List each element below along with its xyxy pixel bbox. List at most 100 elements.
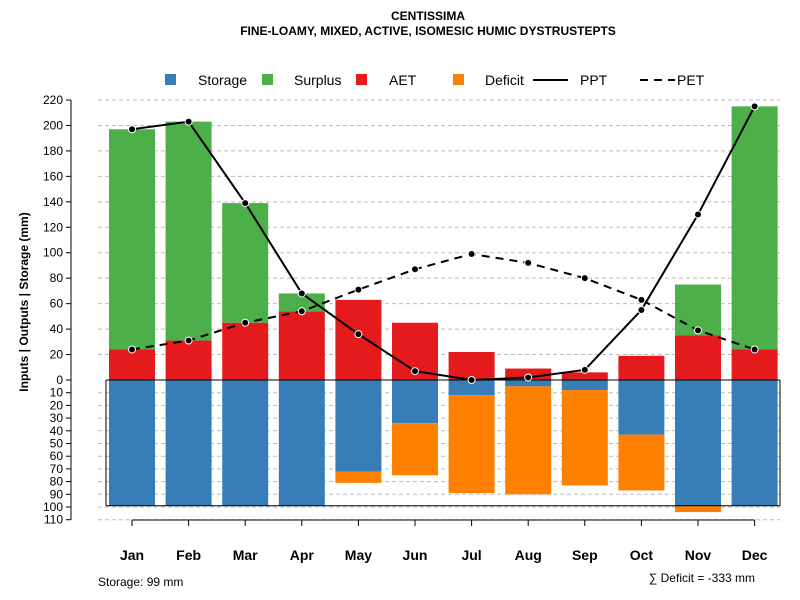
y-tick-label: 10 bbox=[50, 386, 64, 400]
chart-subtitle: FINE-LOAMY, MIXED, ACTIVE, ISOMESIC HUMI… bbox=[240, 24, 616, 38]
deficit-footer: ∑ Deficit = -333 mm bbox=[649, 571, 755, 585]
pet-line bbox=[131, 252, 755, 351]
x-tick-label: Jul bbox=[461, 547, 481, 563]
legend-label-pet: PET bbox=[677, 72, 705, 88]
aet-bar bbox=[165, 340, 212, 380]
pet-point bbox=[467, 250, 476, 259]
legend-swatch-storage bbox=[165, 74, 176, 85]
surplus-bar bbox=[109, 129, 155, 350]
deficit-bar bbox=[561, 390, 608, 486]
storage-bar bbox=[505, 380, 552, 387]
storage-bar bbox=[448, 380, 495, 396]
y-tick-label: 20 bbox=[50, 398, 64, 412]
chart-title: CENTISSIMA bbox=[391, 9, 465, 23]
y-tick-label: 60 bbox=[50, 449, 64, 463]
legend-label-aet: AET bbox=[389, 72, 417, 88]
x-tick-label: Oct bbox=[630, 547, 654, 563]
axes: 0204060801001201401601802002201020304050… bbox=[43, 93, 768, 563]
storage-bar bbox=[109, 380, 155, 506]
storage-bar bbox=[561, 380, 608, 391]
y-tick-label: 160 bbox=[43, 169, 63, 183]
y-tick-label: 220 bbox=[43, 93, 63, 107]
storage-bar bbox=[392, 380, 438, 424]
pet-point bbox=[580, 274, 589, 283]
y-tick-label: 20 bbox=[50, 348, 64, 362]
y-tick-label: 40 bbox=[50, 424, 64, 438]
x-tick-label: Aug bbox=[515, 547, 542, 563]
ppt-point bbox=[467, 376, 476, 384]
ppt-point bbox=[524, 373, 533, 382]
legend-label-surplus: Surplus bbox=[294, 72, 341, 88]
x-tick-label: Jan bbox=[120, 547, 144, 563]
pet-point bbox=[241, 318, 250, 327]
surplus-bar bbox=[222, 203, 269, 323]
pet-point bbox=[128, 345, 136, 354]
legend-label-deficit: Deficit bbox=[485, 72, 524, 88]
ppt-point bbox=[128, 125, 136, 134]
storage-bar bbox=[618, 380, 665, 435]
deficit-bar bbox=[505, 386, 552, 495]
x-tick-label: Dec bbox=[742, 547, 768, 563]
pet-point bbox=[184, 336, 193, 345]
deficit-bar bbox=[448, 395, 495, 494]
x-tick-label: Mar bbox=[233, 547, 258, 563]
pet-point bbox=[524, 258, 533, 267]
legend-swatch-deficit bbox=[453, 74, 464, 85]
x-tick-label: Sep bbox=[572, 547, 598, 563]
y-tick-label: 30 bbox=[50, 411, 64, 425]
surplus-bar bbox=[731, 106, 778, 350]
y-tick-label: 100 bbox=[43, 246, 63, 260]
deficit-bar bbox=[335, 471, 382, 483]
y-tick-label: 40 bbox=[50, 322, 64, 336]
pet-point bbox=[354, 285, 363, 294]
pet-point bbox=[637, 295, 646, 304]
x-tick-label: Jun bbox=[403, 547, 428, 563]
storage-bar bbox=[675, 380, 721, 506]
ppt-point bbox=[354, 330, 363, 339]
aet-bar bbox=[731, 349, 778, 380]
legend-label-storage: Storage bbox=[198, 72, 247, 88]
x-tick-label: Feb bbox=[176, 547, 201, 563]
aet-bar bbox=[335, 299, 382, 380]
storage-bar bbox=[165, 380, 212, 506]
aet-bar bbox=[618, 355, 665, 380]
y-tick-label: 50 bbox=[50, 437, 64, 451]
y-tick-label: 0 bbox=[56, 373, 63, 387]
y-tick-label: 70 bbox=[50, 462, 64, 476]
surplus-bar bbox=[165, 121, 212, 341]
lines bbox=[105, 102, 781, 507]
ppt-point bbox=[184, 117, 193, 126]
y-tick-label: 140 bbox=[43, 195, 63, 209]
legend-swatch-surplus bbox=[262, 74, 273, 85]
aet-bar bbox=[448, 352, 495, 380]
storage-bar bbox=[222, 380, 269, 506]
legend-label-ppt: PPT bbox=[580, 72, 608, 88]
bars bbox=[109, 106, 778, 513]
storage-bar bbox=[278, 380, 325, 506]
ppt-point bbox=[750, 102, 759, 111]
aet-bar bbox=[561, 372, 608, 380]
pet-point bbox=[297, 307, 306, 316]
ppt-point bbox=[411, 367, 419, 376]
storage-bar bbox=[335, 380, 382, 472]
pet-point bbox=[750, 345, 759, 354]
ppt-point bbox=[297, 289, 306, 298]
pet-point bbox=[411, 265, 419, 274]
aet-bar bbox=[222, 322, 269, 380]
storage-footer: Storage: 99 mm bbox=[98, 575, 183, 589]
y-axis-label: Inputs | Outputs | Storage (mm) bbox=[17, 212, 31, 391]
aet-bar bbox=[109, 349, 155, 380]
y-tick-label: 180 bbox=[43, 144, 63, 158]
x-tick-label: Nov bbox=[685, 547, 712, 563]
x-tick-label: May bbox=[345, 547, 372, 563]
ppt-point bbox=[694, 210, 702, 219]
y-tick-label: 80 bbox=[50, 271, 64, 285]
ppt-point bbox=[241, 199, 250, 208]
storage-bar bbox=[731, 380, 778, 506]
deficit-bar bbox=[618, 434, 665, 491]
deficit-bar bbox=[392, 423, 438, 476]
ppt-point bbox=[580, 365, 589, 374]
aet-bar bbox=[675, 335, 721, 380]
y-tick-label: 90 bbox=[50, 487, 64, 501]
